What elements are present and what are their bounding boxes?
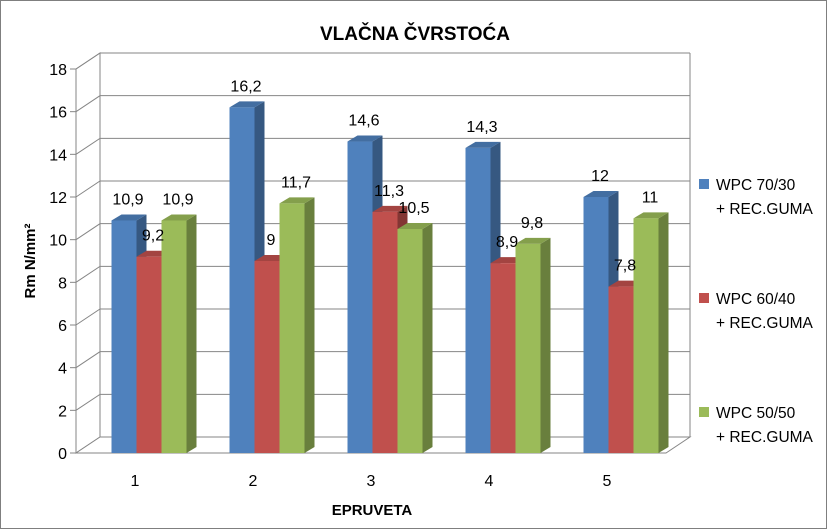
data-label: 10,9 [162,191,193,208]
legend-label: + REC.GUMA [716,429,814,446]
bar-top [279,197,315,204]
y-tick-label: 6 [58,318,67,335]
data-label: 14,6 [348,113,379,130]
legend-label: + REC.GUMA [716,315,814,332]
data-label: 8,9 [496,234,518,251]
bar-top [633,212,669,219]
bar-side [304,197,315,453]
bar [583,197,609,453]
side-wall [75,52,101,454]
bars [111,101,669,454]
y-axis-title: Rm N/mm² [22,223,39,298]
x-axis-title: EPRUVETA [332,502,413,519]
bar-side [422,223,433,453]
bar [397,229,423,453]
legend-label: WPC 70/30 [716,177,796,194]
data-label: 16,2 [230,78,261,95]
bar [229,107,255,454]
data-label: 9,8 [521,215,543,232]
gridline [75,95,690,113]
x-tick-label: 3 [367,473,376,490]
y-tick-label: 8 [58,275,67,292]
y-tick-label: 0 [58,446,67,463]
bar [136,256,162,453]
bar-top [111,214,147,221]
y-tick-label: 12 [49,190,67,207]
gridline [75,137,690,155]
data-label: 10,9 [112,191,143,208]
legend-label: WPC 60/40 [716,291,796,308]
data-label: 11,7 [281,174,311,191]
legend: WPC 70/30 + REC.GUMA WPC 60/40 + REC.GUMA WP… [699,177,814,446]
data-label: 9,2 [142,228,164,245]
bar [515,243,541,453]
data-label: 14,3 [466,119,497,136]
chart-title: VLAČNA ČVRSTOĆA [320,23,510,45]
gridline [75,52,690,70]
legend-label: + REC.GUMA [716,201,814,218]
bar [254,261,280,453]
x-tick-label: 4 [485,473,494,490]
bar [279,203,305,453]
bar-top [465,141,501,148]
bar-top [397,223,433,229]
bar-top [347,135,383,142]
bar [347,141,373,454]
bar [633,218,659,453]
legend-swatch [699,407,709,417]
bar-top [515,237,551,244]
data-label: 11 [642,189,659,206]
legend-swatch [699,179,709,189]
bar [372,211,398,453]
bar-top [372,205,408,212]
bar [161,220,187,453]
legend-label: WPC 50/50 [716,405,796,422]
x-tick-label: 5 [603,473,612,490]
bar-top [583,191,619,197]
bar [490,263,516,453]
data-labels: 10,9 9,2 10,9 16,2 9 11,7 14,6 11,310,5 14,3 8,99… [112,78,658,274]
bar-side [658,212,669,453]
y-tick-label: 14 [49,147,67,164]
y-tick-label: 16 [49,105,67,122]
x-tick-label: 1 [131,473,140,490]
y-tick-label: 2 [58,403,67,420]
bar-top [161,214,197,221]
bar [111,220,137,453]
y-tick-label: 4 [58,361,67,378]
bar-top [229,101,265,108]
data-label: 9 [267,232,276,249]
bar-side [186,214,197,453]
legend-swatch [699,293,709,303]
data-label: 10,5 [398,200,429,217]
data-label: 11,3 [374,183,404,200]
bar [608,286,634,453]
data-label: 7,8 [614,258,636,275]
bar [465,147,491,453]
bar-side [540,237,551,453]
y-tick-label: 10 [49,233,67,250]
y-tick-label: 18 [49,62,67,79]
x-tick-label: 2 [249,473,258,490]
data-label: 12 [591,168,609,185]
